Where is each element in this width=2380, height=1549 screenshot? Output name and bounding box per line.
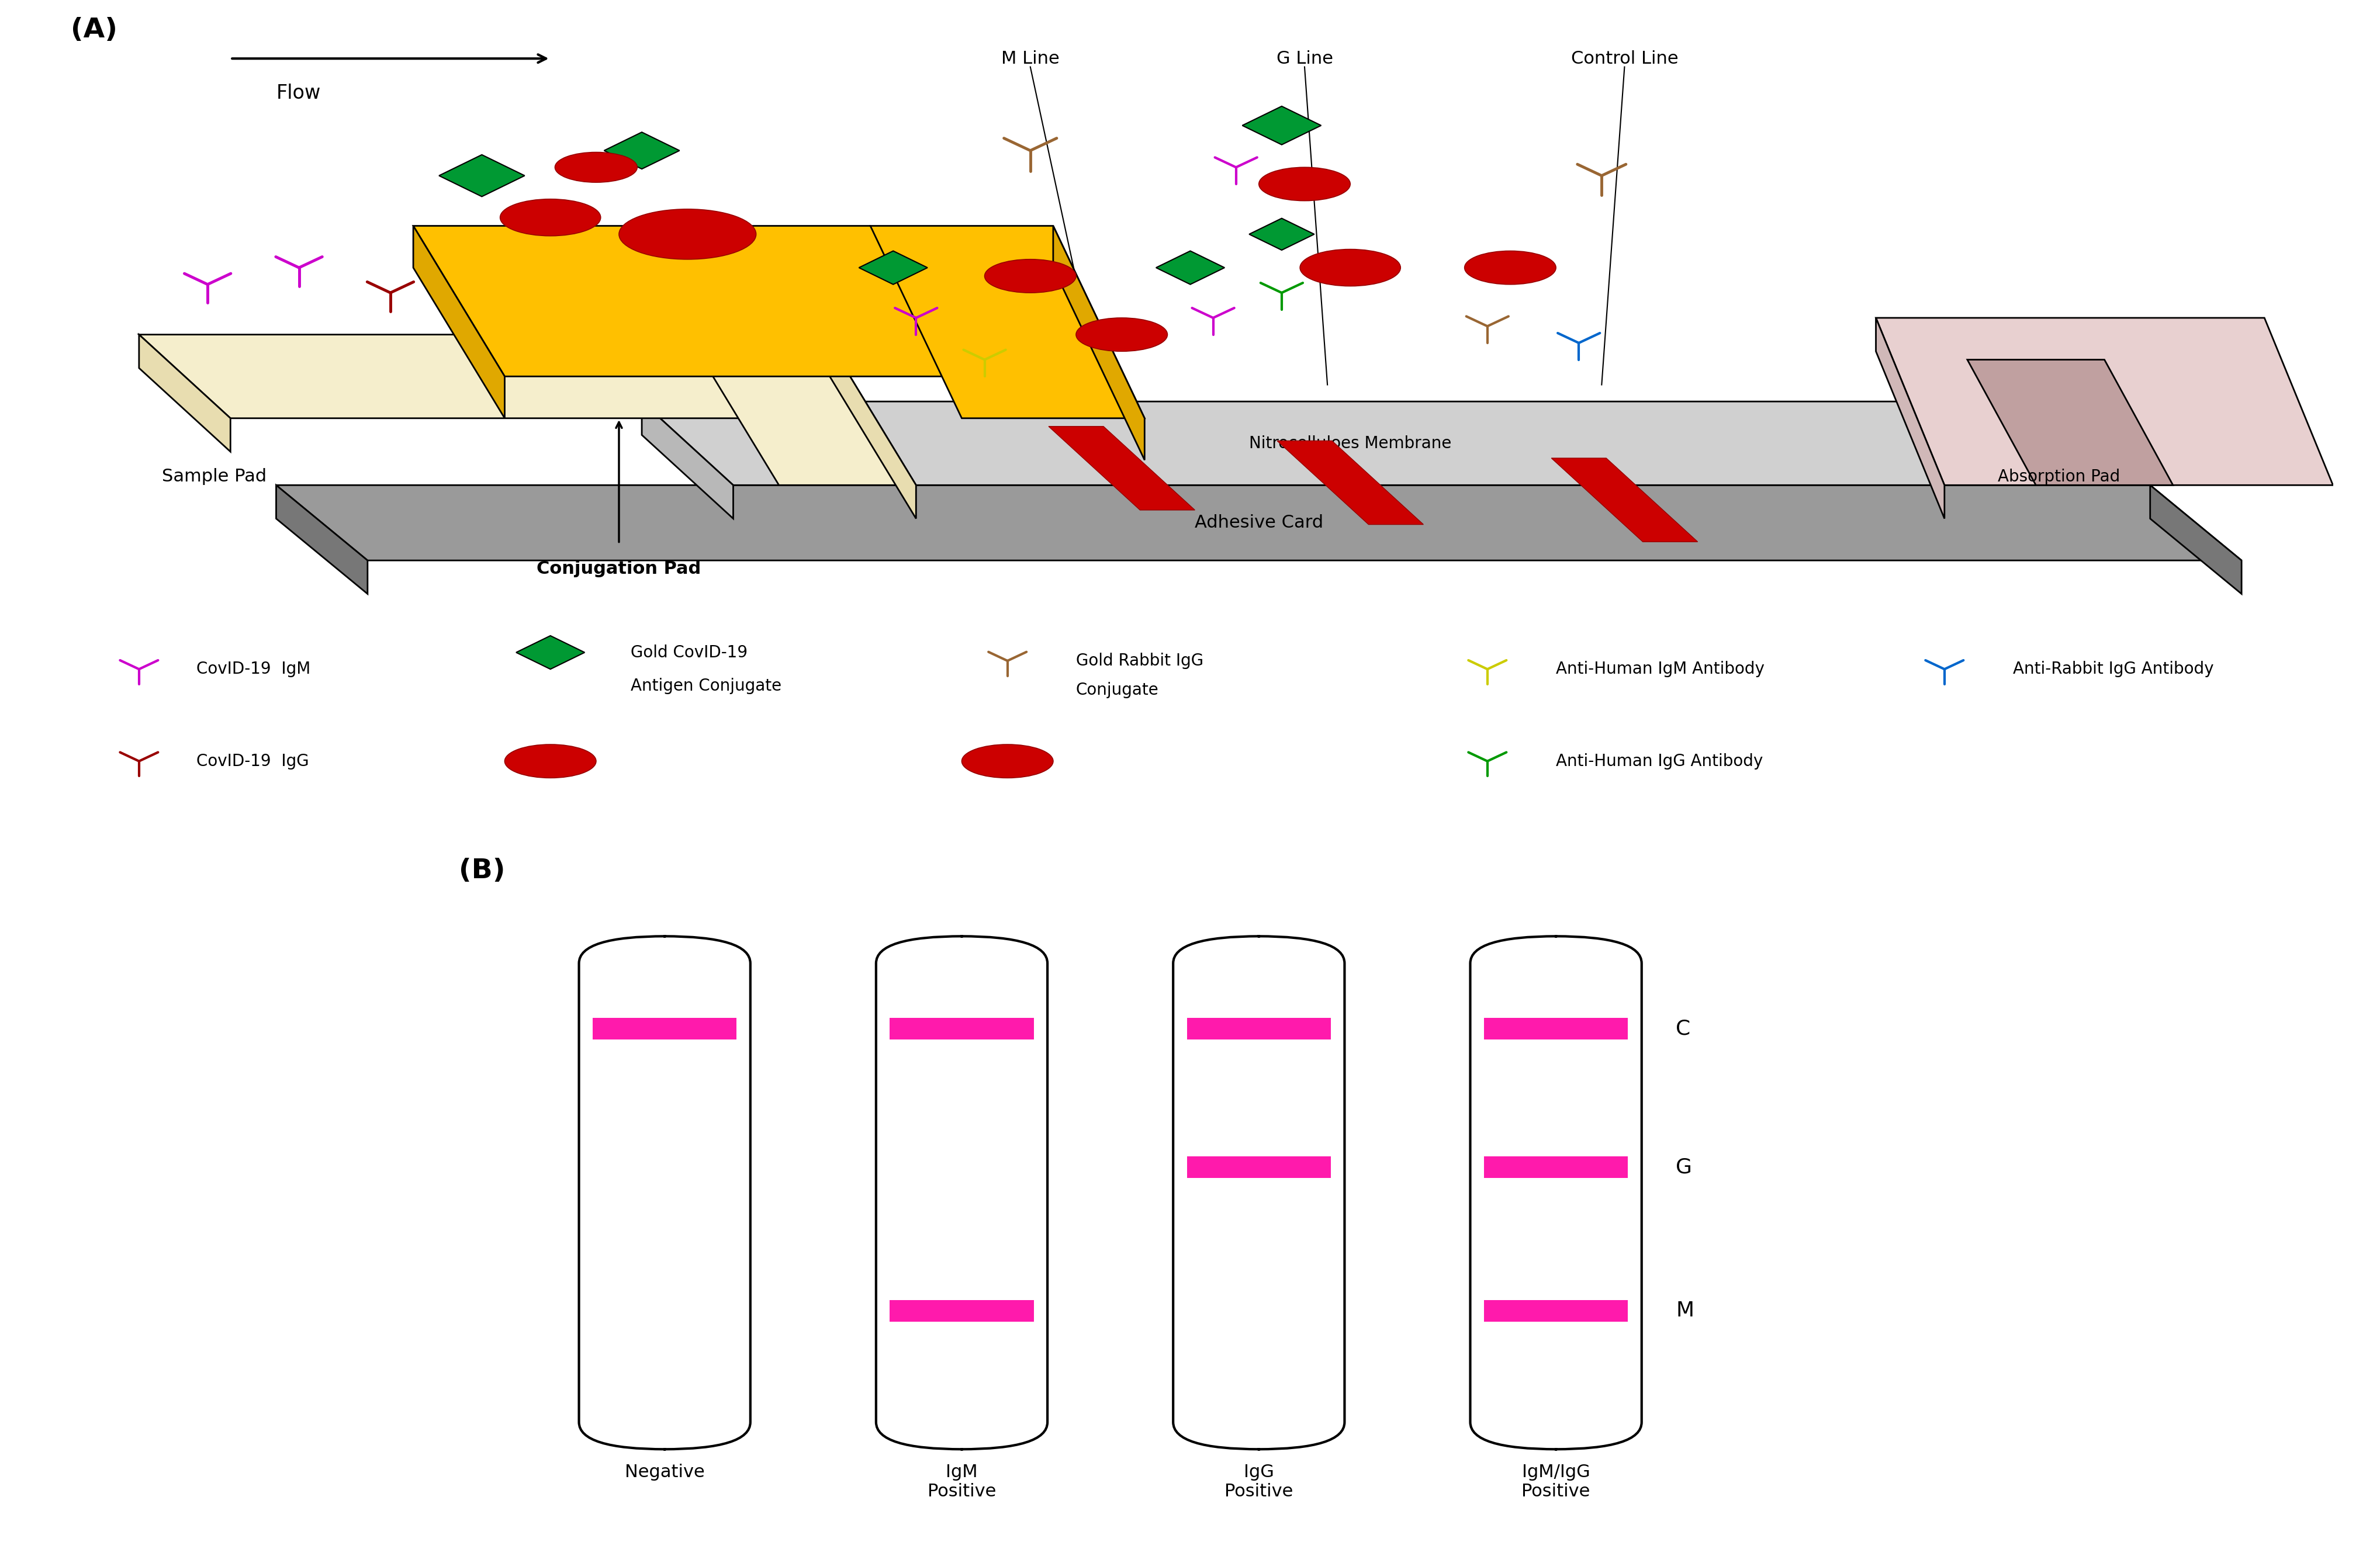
- Bar: [890, 1018, 1033, 1039]
- Polygon shape: [276, 485, 367, 593]
- Circle shape: [505, 745, 595, 778]
- Text: Gold CovID-19: Gold CovID-19: [631, 644, 747, 660]
- Circle shape: [555, 152, 638, 183]
- Polygon shape: [516, 635, 585, 669]
- Polygon shape: [1250, 218, 1314, 249]
- Polygon shape: [438, 155, 524, 197]
- Circle shape: [985, 259, 1076, 293]
- Text: Absorption Pad: Absorption Pad: [1997, 469, 2118, 485]
- Bar: [1483, 1157, 1628, 1177]
- Text: Conjugate: Conjugate: [1076, 682, 1159, 699]
- Text: Sample Pad: Sample Pad: [162, 468, 267, 485]
- Polygon shape: [643, 401, 733, 519]
- Text: CovID-19  IgM: CovID-19 IgM: [195, 661, 309, 677]
- Polygon shape: [276, 485, 2242, 561]
- Polygon shape: [871, 226, 1145, 418]
- FancyBboxPatch shape: [578, 936, 750, 1450]
- Text: Anti-Human IgG Antibody: Anti-Human IgG Antibody: [1557, 753, 1764, 770]
- Circle shape: [619, 209, 757, 259]
- Circle shape: [1076, 318, 1166, 352]
- Text: Conjugation Pad: Conjugation Pad: [536, 561, 702, 578]
- Polygon shape: [605, 132, 678, 169]
- Polygon shape: [1276, 441, 1423, 525]
- Circle shape: [962, 745, 1052, 778]
- Text: Anti-Rabbit IgG Antibody: Anti-Rabbit IgG Antibody: [2013, 661, 2213, 677]
- FancyBboxPatch shape: [1173, 936, 1345, 1450]
- Bar: [890, 1300, 1033, 1321]
- Polygon shape: [1552, 459, 1697, 542]
- FancyBboxPatch shape: [876, 936, 1047, 1450]
- Bar: [1483, 1018, 1628, 1039]
- Polygon shape: [1875, 318, 1944, 519]
- Text: Adhesive Card: Adhesive Card: [1195, 514, 1323, 531]
- Polygon shape: [138, 335, 778, 418]
- Polygon shape: [823, 335, 916, 519]
- Polygon shape: [643, 401, 2059, 485]
- Polygon shape: [414, 226, 962, 376]
- Bar: [1483, 1300, 1628, 1321]
- Polygon shape: [414, 226, 505, 418]
- Polygon shape: [1047, 426, 1195, 510]
- Circle shape: [1259, 167, 1349, 201]
- Text: (B): (B): [459, 858, 505, 884]
- FancyBboxPatch shape: [1471, 936, 1642, 1450]
- Polygon shape: [1052, 226, 1145, 460]
- Polygon shape: [688, 335, 916, 485]
- Text: C: C: [1676, 1019, 1690, 1038]
- Text: Anti-Human IgM Antibody: Anti-Human IgM Antibody: [1557, 661, 1764, 677]
- Polygon shape: [1966, 359, 2173, 485]
- Text: Nitrocelluloes Membrane: Nitrocelluloes Membrane: [1250, 435, 1452, 451]
- Text: G Line: G Line: [1276, 50, 1333, 67]
- Circle shape: [1299, 249, 1399, 287]
- Text: Gold Rabbit IgG: Gold Rabbit IgG: [1076, 652, 1204, 669]
- Text: CovID-19  IgG: CovID-19 IgG: [195, 753, 309, 770]
- Polygon shape: [1157, 251, 1223, 285]
- Bar: [1188, 1018, 1330, 1039]
- Text: (A): (A): [71, 17, 117, 43]
- Text: G: G: [1676, 1157, 1692, 1177]
- Bar: [1188, 1157, 1330, 1177]
- Text: Antigen Conjugate: Antigen Conjugate: [631, 678, 781, 694]
- Text: M: M: [1676, 1301, 1695, 1321]
- Text: Flow: Flow: [276, 84, 321, 102]
- Circle shape: [500, 200, 600, 235]
- Bar: [593, 1018, 735, 1039]
- Polygon shape: [1242, 107, 1321, 144]
- Polygon shape: [138, 335, 231, 452]
- Text: IgM/IgG
Positive: IgM/IgG Positive: [1521, 1464, 1590, 1499]
- Text: IgG
Positive: IgG Positive: [1223, 1464, 1292, 1499]
- Text: M Line: M Line: [1002, 50, 1059, 67]
- Polygon shape: [1875, 318, 2332, 485]
- Polygon shape: [859, 251, 928, 285]
- Text: Control Line: Control Line: [1571, 50, 1678, 67]
- Text: Negative: Negative: [624, 1464, 704, 1481]
- Polygon shape: [2149, 485, 2242, 593]
- Text: IgM
Positive: IgM Positive: [928, 1464, 995, 1499]
- Circle shape: [1464, 251, 1557, 285]
